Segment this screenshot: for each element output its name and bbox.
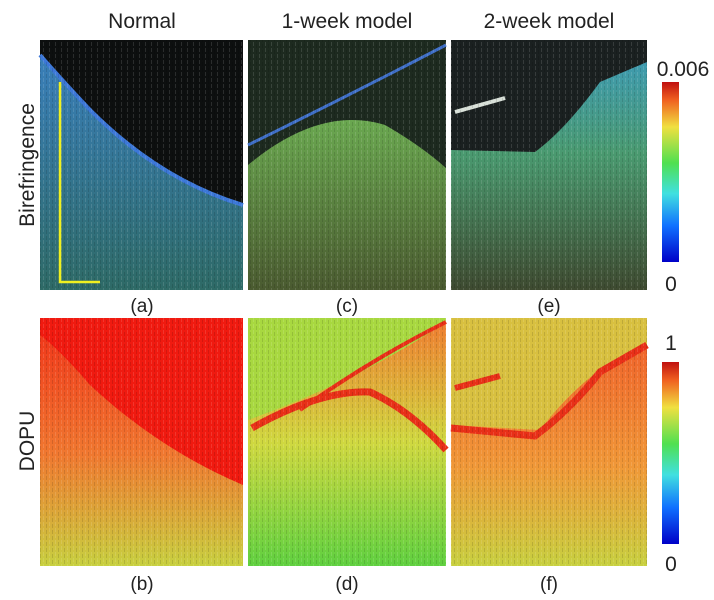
panel-image (248, 318, 449, 566)
colorbar-max: 0.006 (657, 58, 710, 81)
colorbar (662, 362, 679, 544)
panel-image (450, 318, 649, 566)
colorbar-min: 0 (665, 553, 677, 576)
column-title: 1-week model (282, 10, 413, 33)
panel-label: (f) (540, 574, 558, 595)
colorbar-max: 1 (665, 332, 677, 355)
panel-label: (a) (130, 296, 153, 317)
panel-image (40, 318, 243, 566)
panel-image (38, 40, 244, 290)
row-label: Birefringence (16, 103, 39, 227)
panel-label: (c) (336, 296, 358, 317)
panel-image (451, 40, 647, 290)
panel-label: (e) (537, 296, 560, 317)
panel-label: (d) (335, 574, 358, 595)
panel-label: (b) (130, 574, 153, 595)
colorbar-min: 0 (665, 273, 677, 296)
column-title: Normal (108, 10, 176, 33)
row-label: DOPU (16, 411, 39, 472)
panel-image (247, 40, 447, 290)
column-title: 2-week model (484, 10, 615, 33)
colorbar (662, 82, 679, 262)
